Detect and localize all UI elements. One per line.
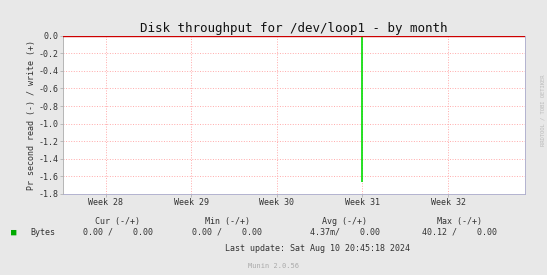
Text: 40.12 /    0.00: 40.12 / 0.00: [422, 228, 497, 237]
Text: Min (-/+): Min (-/+): [205, 217, 249, 226]
Text: RRDTOOL / TOBI OETIKER: RRDTOOL / TOBI OETIKER: [541, 74, 546, 146]
Text: 0.00 /    0.00: 0.00 / 0.00: [192, 228, 262, 237]
Text: 0.00 /    0.00: 0.00 / 0.00: [83, 228, 153, 237]
Text: Avg (-/+): Avg (-/+): [322, 217, 367, 226]
Text: Cur (-/+): Cur (-/+): [95, 217, 140, 226]
Text: Munin 2.0.56: Munin 2.0.56: [248, 263, 299, 270]
Y-axis label: Pr second read (-) / write (+): Pr second read (-) / write (+): [27, 40, 36, 190]
Text: 4.37m/    0.00: 4.37m/ 0.00: [310, 228, 380, 237]
Title: Disk throughput for /dev/loop1 - by month: Disk throughput for /dev/loop1 - by mont…: [140, 21, 448, 35]
Text: Bytes: Bytes: [30, 228, 55, 237]
Text: ■: ■: [11, 228, 16, 237]
Text: Last update: Sat Aug 10 20:45:18 2024: Last update: Sat Aug 10 20:45:18 2024: [225, 244, 410, 253]
Text: Max (-/+): Max (-/+): [437, 217, 482, 226]
